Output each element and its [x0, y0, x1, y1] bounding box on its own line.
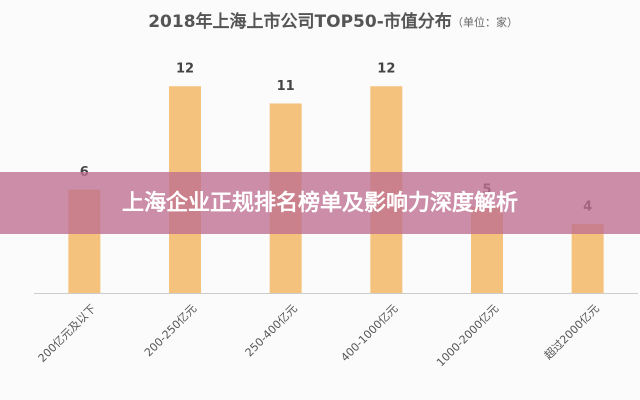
banner-headline: 上海企业正规排名榜单及影响力深度解析: [122, 190, 518, 216]
chart-title: 2018年上海上市公司TOP50-市值分布: [148, 11, 452, 32]
overlay-banner: 上海企业正规排名榜单及影响力深度解析: [0, 172, 640, 234]
data-label: 11: [277, 79, 295, 94]
data-label: 12: [176, 62, 194, 77]
data-label: 12: [377, 62, 395, 77]
bar: [571, 224, 604, 293]
banner-background: [0, 172, 640, 234]
chart-subtitle: （单位：家）: [452, 15, 518, 29]
